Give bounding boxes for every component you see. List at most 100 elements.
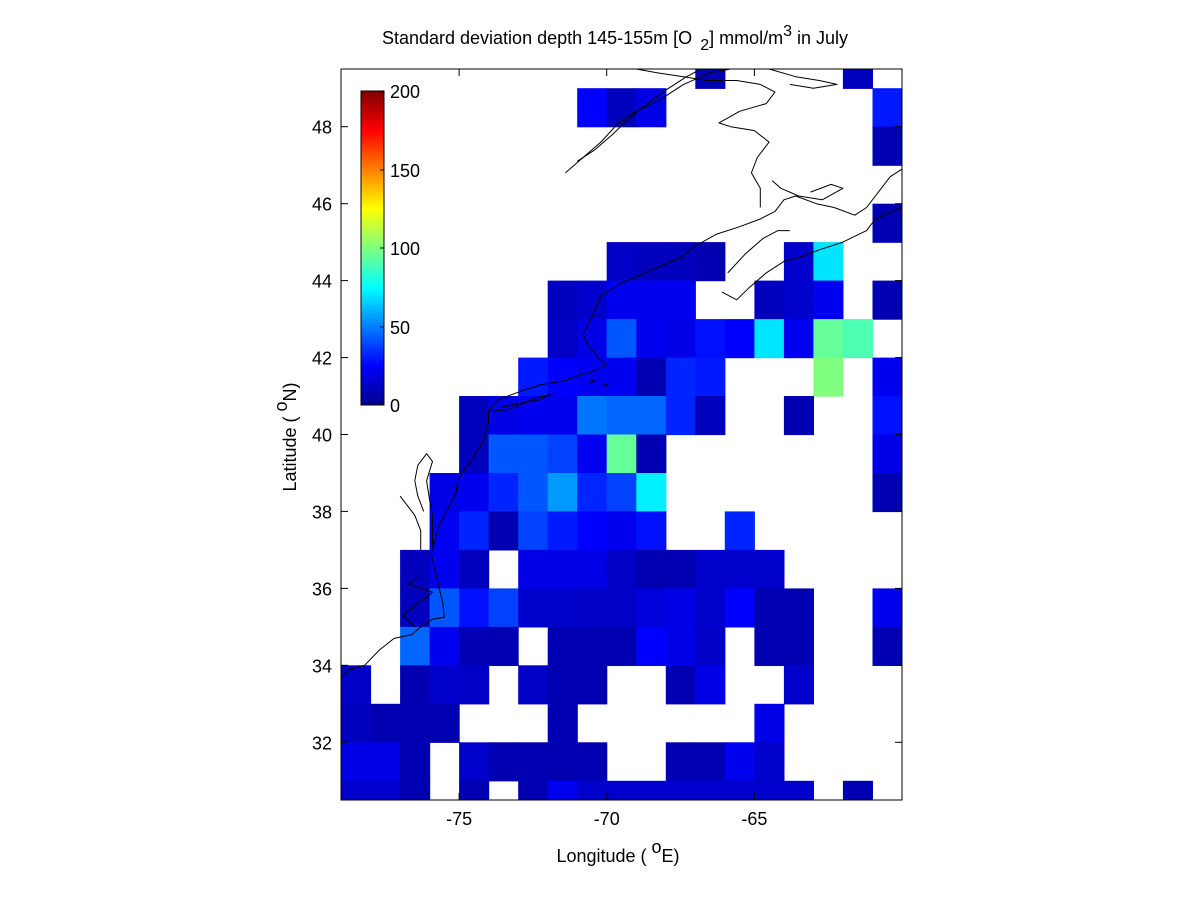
- heatmap-cell: [783, 665, 814, 705]
- heatmap-cell: [606, 473, 637, 513]
- x-label-superscript: o: [652, 837, 662, 857]
- heatmap-cell: [813, 280, 844, 320]
- heatmap-cell: [459, 473, 490, 513]
- y-tick-label: 36: [312, 579, 332, 599]
- heatmap-cell: [872, 280, 902, 320]
- title-subscript: 2: [700, 37, 709, 54]
- heatmap-cell: [577, 396, 608, 436]
- heatmap-cell: [842, 319, 873, 359]
- heatmap-cell: [547, 473, 578, 513]
- heatmap-cell: [872, 357, 902, 397]
- y-tick-label: 42: [312, 349, 332, 369]
- heatmap-cell: [842, 780, 873, 800]
- heatmap-cell: [429, 549, 460, 589]
- heatmap-cell: [754, 549, 785, 589]
- coastline-segment: [399, 495, 422, 550]
- colorbar-label-200: 200: [390, 82, 420, 102]
- coastline-segment: [491, 393, 553, 412]
- y-tick-label: 40: [312, 426, 332, 446]
- heatmap-cell: [577, 473, 608, 513]
- colorbar-label-150: 150: [390, 161, 420, 181]
- heatmap-cell: [547, 511, 578, 551]
- heatmap-cell: [695, 319, 726, 359]
- x-label-prefix: Longitude (: [556, 846, 651, 866]
- heatmap-cell: [695, 780, 726, 800]
- heatmap-cell: [902, 204, 932, 243]
- heatmap-cell: [488, 588, 519, 628]
- heatmap-cell: [518, 665, 549, 705]
- heatmap-cell: [724, 742, 755, 782]
- colorbar-label-0: 0: [390, 396, 400, 416]
- title-middle: ] mmol/m: [709, 28, 783, 48]
- heatmap-cell: [577, 626, 608, 666]
- y-tick-label: 38: [312, 502, 332, 522]
- heatmap-cell: [665, 780, 696, 800]
- heatmap-cell: [547, 588, 578, 628]
- heatmap-cell: [872, 434, 902, 474]
- heatmap-cell: [754, 588, 785, 628]
- heatmap-cell: [665, 665, 696, 705]
- x-axis-label: Longitude ( oE): [556, 837, 679, 866]
- heatmap-cell: [695, 742, 726, 782]
- heatmap-cell: [577, 88, 608, 128]
- heatmap-cell: [695, 396, 726, 436]
- heatmap-cell: [459, 511, 490, 551]
- heatmap-cell: [695, 357, 726, 397]
- chart-title: Standard deviation depth 145-155m [O 2] m…: [382, 23, 848, 54]
- coastline-segment: [565, 69, 731, 174]
- heatmap-cell: [754, 319, 785, 359]
- heatmap-cell: [547, 665, 578, 705]
- heatmap-cell: [547, 357, 578, 397]
- heatmap-cell: [577, 511, 608, 551]
- heatmap-cell: [577, 742, 608, 782]
- heatmap-cell: [488, 396, 519, 436]
- heatmap-cell: [459, 780, 490, 800]
- heatmap-cell: [370, 742, 401, 782]
- heatmap-cell: [606, 434, 637, 474]
- heatmap-cell: [488, 434, 519, 474]
- y-tick-label: 32: [312, 733, 332, 753]
- heatmap-cell: [872, 588, 902, 628]
- heatmap-cell: [665, 588, 696, 628]
- heatmap-cell: [842, 69, 873, 89]
- coastline-segment: [414, 453, 433, 547]
- coastline-segment: [576, 69, 702, 162]
- heatmap-cell: [518, 588, 549, 628]
- heatmap-cell: [488, 626, 519, 666]
- y-tick-label: 44: [312, 272, 332, 292]
- heatmap-cell: [636, 396, 667, 436]
- heatmap-cell: [429, 703, 460, 743]
- heatmap-cell: [547, 396, 578, 436]
- coastline-segment: [588, 378, 596, 384]
- y-tick-label: 34: [312, 656, 332, 676]
- coastline-segment: [771, 180, 844, 201]
- heatmap-cell: [606, 242, 637, 282]
- heatmap-cell: [488, 473, 519, 513]
- y-axis-label: Latitude ( oN): [271, 382, 300, 491]
- heatmap-cell: [459, 665, 490, 705]
- colorbar-label-100: 100: [390, 239, 420, 259]
- y-label-suffix: N): [280, 382, 300, 401]
- heatmap-cell: [370, 780, 401, 800]
- title-suffix: in July: [792, 28, 848, 48]
- heatmap-cell: [872, 473, 902, 513]
- y-label-prefix: Latitude (: [280, 411, 300, 491]
- heatmap-cell: [636, 357, 667, 397]
- heatmap-cell: [902, 358, 932, 397]
- heatmap-cell: [341, 780, 372, 800]
- heatmap-cell: [547, 780, 578, 800]
- heatmap-cell: [606, 549, 637, 589]
- heatmap-cell: [488, 511, 519, 551]
- heatmap-cell: [872, 203, 902, 243]
- heatmap-cell: [429, 511, 460, 551]
- heatmap-cell: [547, 434, 578, 474]
- heatmap-cell: [783, 626, 814, 666]
- heatmap-cell: [518, 396, 549, 436]
- heatmap-cell: [518, 549, 549, 589]
- heatmap-cell: [400, 549, 431, 589]
- heatmap-cell: [665, 357, 696, 397]
- y-tick-label: 48: [312, 118, 332, 138]
- title-superscript: 3: [783, 23, 792, 40]
- heatmap-cell: [724, 549, 755, 589]
- heatmap-cell: [459, 396, 490, 436]
